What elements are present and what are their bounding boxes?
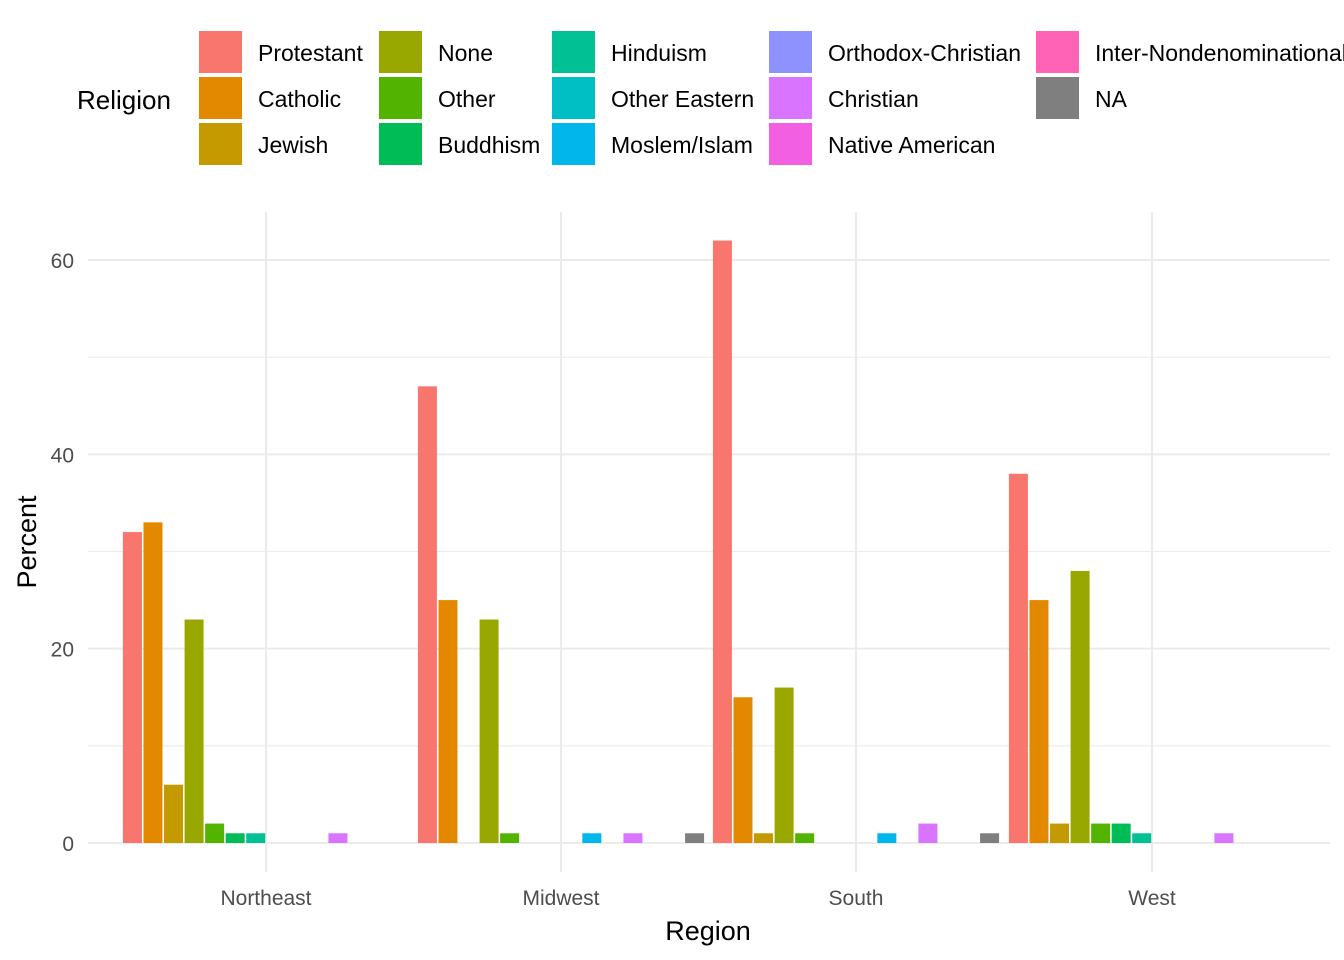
legend-key	[199, 31, 242, 73]
bar	[1070, 570, 1090, 843]
bar	[246, 833, 266, 843]
bar	[328, 833, 348, 843]
legend-key	[199, 77, 242, 119]
bar	[184, 619, 204, 843]
x-tick-label: West	[1128, 887, 1176, 910]
legend-label: NA	[1095, 86, 1128, 112]
bar	[582, 833, 602, 843]
bar	[500, 833, 520, 843]
legend-label: Orthodox-Christian	[828, 40, 1021, 66]
legend-key	[769, 77, 812, 119]
legend-key	[769, 31, 812, 73]
legend-label: Buddhism	[438, 132, 540, 158]
x-tick-label: Northeast	[220, 887, 311, 910]
legend-label: Protestant	[258, 40, 363, 66]
legend-label: None	[438, 40, 493, 66]
bar	[1029, 600, 1049, 843]
bar	[1091, 823, 1111, 843]
y-tick-label: 60	[51, 250, 74, 273]
y-axis-title: Percent	[12, 495, 42, 589]
legend-key	[1036, 31, 1079, 73]
bar	[438, 600, 458, 843]
legend-key	[552, 77, 595, 119]
bar	[918, 823, 938, 843]
legend-title: Religion	[77, 85, 171, 115]
legend-key	[199, 123, 242, 165]
legend-key	[552, 31, 595, 73]
bar	[143, 522, 163, 843]
x-tick-label: South	[829, 887, 884, 910]
legend-label: Inter-Nondenominational	[1095, 40, 1344, 66]
legend-key	[379, 31, 422, 73]
bar	[685, 833, 705, 843]
legend-label: Hinduism	[611, 40, 707, 66]
bar	[1132, 833, 1152, 843]
bar	[795, 833, 815, 843]
bar	[225, 833, 245, 843]
bar	[733, 697, 753, 843]
legend-key	[552, 123, 595, 165]
legend-key	[769, 123, 812, 165]
legend-label: Catholic	[258, 86, 341, 112]
bar	[1008, 473, 1028, 843]
bar	[712, 240, 732, 843]
legend-label: Other Eastern	[611, 86, 754, 112]
y-tick-label: 20	[51, 639, 74, 662]
bar	[122, 532, 142, 843]
legend-key	[379, 77, 422, 119]
legend-label: Christian	[828, 86, 919, 112]
bar	[1050, 823, 1070, 843]
bar	[754, 833, 774, 843]
legend-key	[379, 123, 422, 165]
legend-label: Jewish	[258, 132, 328, 158]
bar	[774, 687, 794, 843]
x-axis-title: Region	[665, 916, 751, 946]
bar	[205, 823, 225, 843]
bar	[1214, 833, 1234, 843]
bar	[1111, 823, 1131, 843]
legend: Religion Protestant Catholic Jewish None Oth…	[77, 31, 1344, 165]
x-tick-label: Midwest	[522, 887, 599, 910]
legend-label: Moslem/Islam	[611, 132, 753, 158]
y-tick-label: 40	[51, 444, 74, 467]
bar	[164, 784, 184, 843]
legend-key	[1036, 77, 1079, 119]
plot-area: 0 20 40 60 Northeast Midwest South West	[51, 212, 1330, 910]
legend-label: Other	[438, 86, 496, 112]
bar	[479, 619, 499, 843]
bar	[623, 833, 643, 843]
legend-label: Native American	[828, 132, 995, 158]
bar	[417, 386, 437, 843]
y-tick-label: 0	[62, 833, 74, 856]
bar	[877, 833, 897, 843]
bar	[980, 833, 1000, 843]
